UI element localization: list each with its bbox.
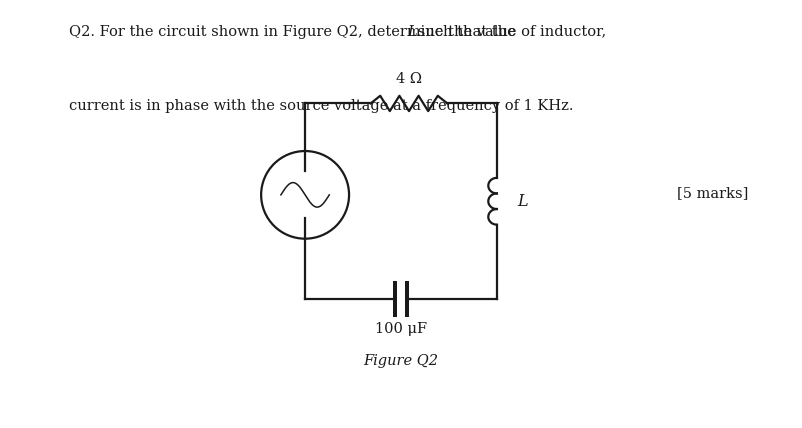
Text: L: L [407, 25, 418, 39]
Text: such that the: such that the [413, 25, 516, 39]
Text: [5 marks]: [5 marks] [677, 186, 748, 200]
Text: current is in phase with the source voltage at a frequency of 1 KHz.: current is in phase with the source volt… [69, 99, 573, 113]
Text: 100 μF: 100 μF [375, 322, 427, 336]
Text: Q2. For the circuit shown in Figure Q2, determine the value of inductor,: Q2. For the circuit shown in Figure Q2, … [69, 25, 611, 39]
Text: 4 Ω: 4 Ω [396, 71, 422, 86]
Text: L: L [516, 193, 528, 210]
Text: Figure Q2: Figure Q2 [363, 354, 439, 369]
